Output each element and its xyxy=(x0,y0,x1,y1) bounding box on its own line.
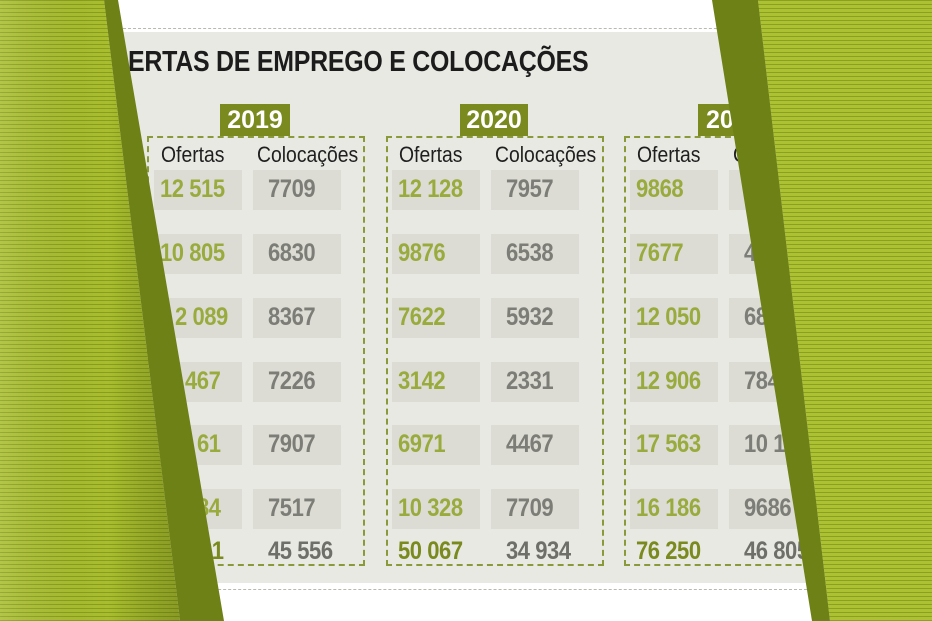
left-paper-edge xyxy=(104,0,224,621)
table-cell xyxy=(392,234,480,274)
offers-value: 467 xyxy=(185,367,221,395)
table-cell xyxy=(630,234,718,274)
right-paper-strip xyxy=(758,0,932,621)
offers-value: 9868 xyxy=(636,175,684,203)
offers-value: 7677 xyxy=(636,239,684,267)
table-cell xyxy=(253,489,341,529)
placements-total: 46 805 xyxy=(744,537,809,565)
table-cell xyxy=(630,298,718,338)
placements-value: 7517 xyxy=(268,494,316,522)
placements-value: 4467 xyxy=(506,430,554,458)
offers-total: 76 250 xyxy=(636,537,701,565)
offers-value: 12 050 xyxy=(636,303,701,331)
offers-value: 12 128 xyxy=(398,175,463,203)
table-cell xyxy=(491,489,579,529)
table-cell xyxy=(253,298,341,338)
year-group-border xyxy=(386,136,604,566)
column-header-placements: Colocações xyxy=(495,142,597,167)
offers-total: 50 067 xyxy=(398,537,463,565)
infographic-title: ERTAS DE EMPREGO E COLOCAÇÕES xyxy=(128,46,589,78)
offers-value: 10 805 xyxy=(160,239,225,267)
table-cell xyxy=(392,298,480,338)
offers-value: 3142 xyxy=(398,367,446,395)
placements-value: 5932 xyxy=(506,303,554,331)
table-cell xyxy=(491,298,579,338)
table-cell xyxy=(253,234,341,274)
offers-value: 10 328 xyxy=(398,494,463,522)
column-header-offers: Ofertas xyxy=(161,142,225,167)
placements-value: 7957 xyxy=(506,175,554,203)
table-cell xyxy=(154,234,242,274)
table-cell xyxy=(491,362,579,402)
table-cell xyxy=(630,489,718,529)
offers-value: 9876 xyxy=(398,239,446,267)
placements-total: 45 556 xyxy=(268,537,333,565)
column-header-placements: Colocações xyxy=(257,142,359,167)
table-cell xyxy=(491,170,579,210)
table-cell xyxy=(253,425,341,465)
table-cell xyxy=(491,425,579,465)
placements-value: 7709 xyxy=(506,494,554,522)
offers-value: 12 906 xyxy=(636,367,701,395)
offers-value: 7622 xyxy=(398,303,446,331)
top-divider xyxy=(118,28,812,29)
bottom-divider xyxy=(118,589,812,590)
table-cell xyxy=(392,362,480,402)
offers-value: 6971 xyxy=(398,430,446,458)
table-cell xyxy=(392,489,480,529)
placements-value: 8367 xyxy=(268,303,316,331)
placements-value: 6538 xyxy=(506,239,554,267)
table-cell xyxy=(253,170,341,210)
placements-value: 2331 xyxy=(506,367,554,395)
table-cell xyxy=(630,362,718,402)
offers-value: 12 515 xyxy=(160,175,225,203)
table-cell xyxy=(630,425,718,465)
table-cell xyxy=(253,362,341,402)
table-cell xyxy=(392,170,480,210)
year-badge: 2020 xyxy=(460,104,528,136)
offers-value: 17 563 xyxy=(636,430,701,458)
year-badge: 2019 xyxy=(220,104,290,136)
placements-value: 7709 xyxy=(268,175,316,203)
table-cell xyxy=(630,170,718,210)
column-header-offers: Ofertas xyxy=(637,142,701,167)
offers-value: 61 xyxy=(197,430,221,458)
table-cell xyxy=(491,234,579,274)
table-cell xyxy=(154,170,242,210)
column-header-offers: Ofertas xyxy=(399,142,463,167)
placements-value: 7907 xyxy=(268,430,316,458)
right-paper-edge xyxy=(712,0,830,621)
table-cell xyxy=(392,425,480,465)
offers-value: 16 186 xyxy=(636,494,701,522)
placements-total: 34 934 xyxy=(506,537,571,565)
placements-value: 6830 xyxy=(268,239,316,267)
placements-value: 7226 xyxy=(268,367,316,395)
placements-value: 9686 xyxy=(744,494,792,522)
offers-value: 2 089 xyxy=(175,303,228,331)
